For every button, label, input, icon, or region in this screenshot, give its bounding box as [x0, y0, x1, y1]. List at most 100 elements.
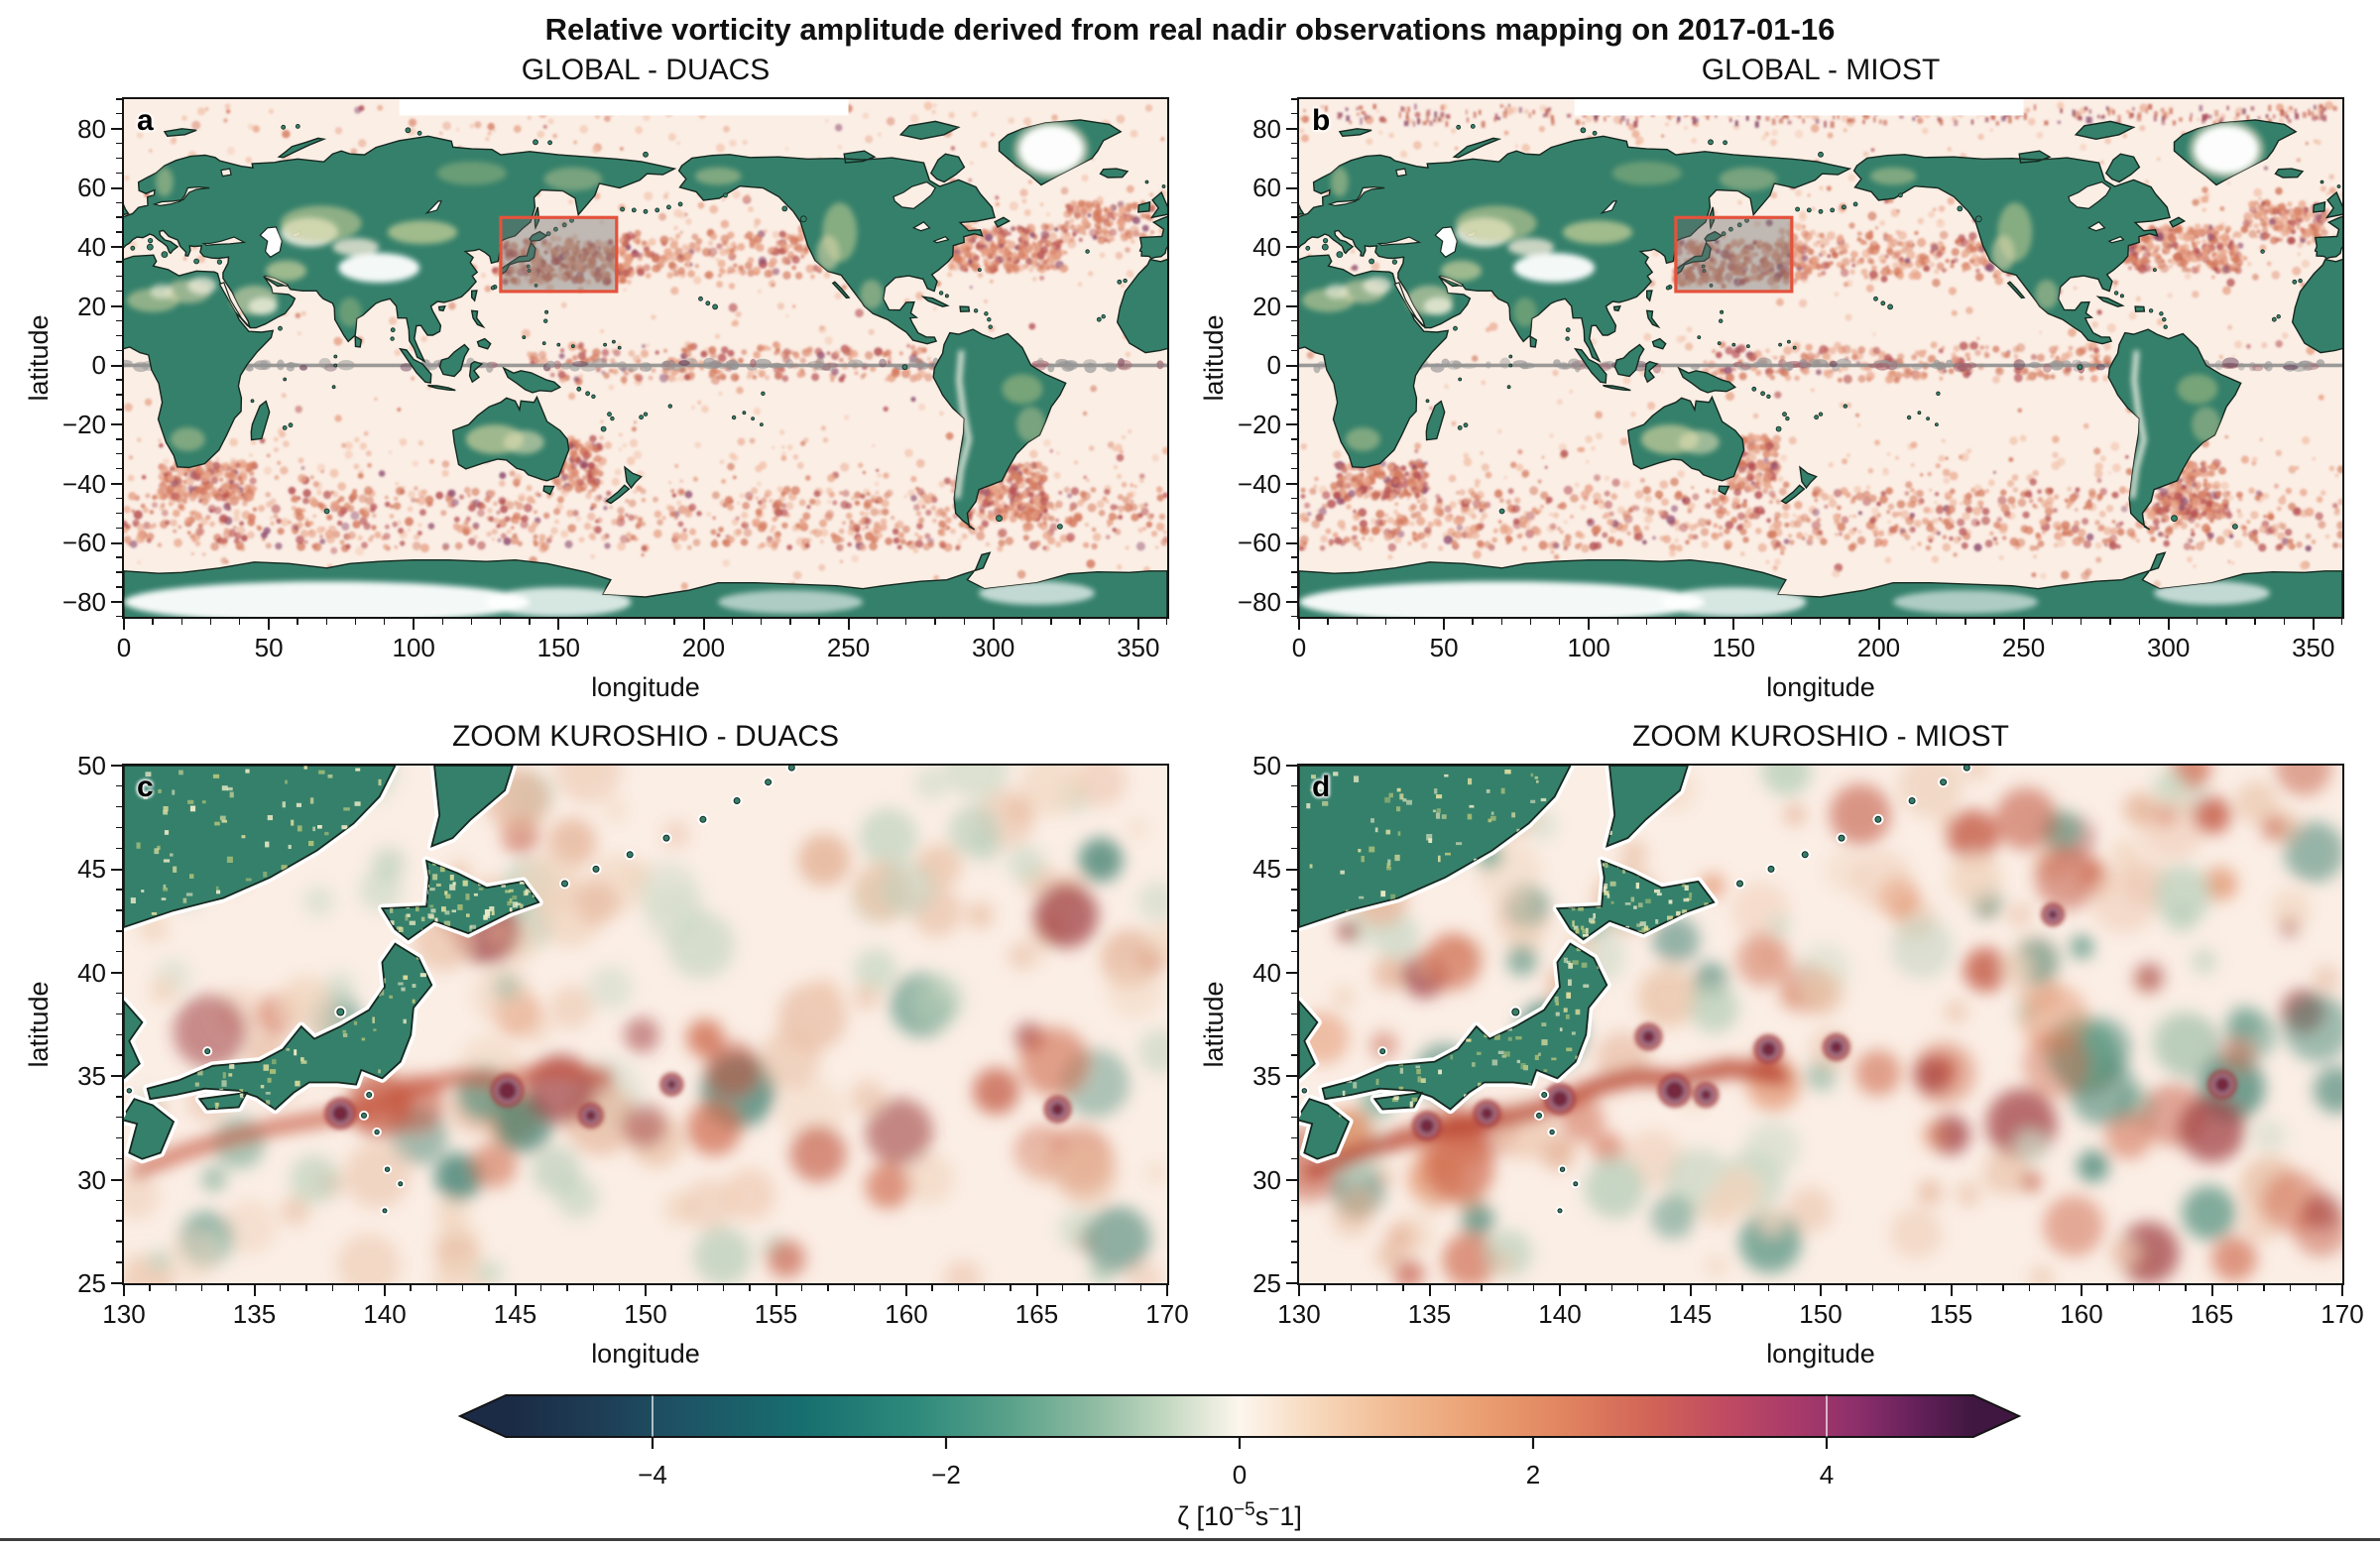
ylabel-b: latitude	[1199, 314, 1229, 402]
y-tick-label: 25	[1252, 1268, 1281, 1298]
colorbar-tick-label: 0	[1232, 1460, 1248, 1489]
y-tick-label: 45	[1252, 854, 1281, 885]
x-tick	[2028, 1285, 2030, 1291]
y-tick-label: 50	[1252, 751, 1281, 780]
x-tick-label: 0	[116, 633, 132, 662]
x-tick-label: 150	[1712, 633, 1756, 662]
ylabel-d: latitude	[1199, 981, 1229, 1068]
zeta-symbol: ζ	[1177, 1501, 1190, 1531]
x-tick	[731, 619, 734, 625]
x-tick-label: 135	[232, 1299, 277, 1329]
x-tick	[2132, 1285, 2135, 1291]
y-tick	[116, 467, 122, 470]
y-tick	[1291, 1241, 1297, 1243]
x-tick	[1166, 619, 1168, 625]
y-tick	[1286, 1075, 1297, 1078]
x-tick-label: 130	[102, 1299, 146, 1329]
x-tick	[2254, 619, 2256, 625]
y-tick-label: 40	[77, 232, 106, 263]
y-tick	[1291, 276, 1297, 278]
y-tick	[1286, 482, 1297, 485]
y-tick	[1291, 438, 1297, 440]
y-tick	[111, 423, 122, 426]
y-tick	[1286, 246, 1297, 249]
y-tick	[116, 290, 122, 293]
x-tick	[305, 1285, 307, 1291]
y-tick	[1291, 586, 1297, 588]
panel-title-b: GLOBAL - MIOST	[1701, 54, 1941, 86]
y-tick	[116, 113, 122, 115]
x-tick	[2159, 1285, 2161, 1291]
y-tick	[116, 1261, 122, 1263]
y-tick	[1291, 805, 1297, 808]
y-tick-label: −20	[1237, 410, 1281, 440]
y-tick	[1291, 784, 1297, 787]
y-tick	[116, 349, 122, 352]
x-tick	[1964, 619, 1966, 625]
ylabel-a: latitude	[24, 314, 54, 402]
x-tick	[2236, 1285, 2239, 1291]
x-tick	[1350, 1285, 1353, 1291]
x-tick-label: 350	[1117, 633, 1160, 662]
x-tick	[800, 1285, 803, 1291]
y-tick	[1291, 394, 1297, 396]
y-tick	[1291, 1096, 1297, 1098]
x-tick	[1663, 1285, 1665, 1291]
x-tick	[749, 1285, 751, 1291]
map-b	[1299, 99, 2342, 617]
x-tick	[1139, 1285, 1142, 1291]
y-tick	[1291, 98, 1297, 100]
x-tick	[2196, 619, 2199, 625]
x-tick	[1114, 1285, 1116, 1291]
x-tick	[279, 1285, 282, 1291]
x-tick	[557, 619, 560, 630]
y-tick	[116, 1013, 122, 1015]
y-tick	[111, 1075, 122, 1078]
x-tick	[514, 1285, 517, 1296]
y-tick	[1291, 1117, 1297, 1119]
y-tick	[1291, 909, 1297, 911]
y-tick-label: 30	[1252, 1164, 1281, 1195]
y-tick	[111, 868, 122, 871]
x-tick	[1616, 619, 1618, 625]
x-tick	[1298, 619, 1301, 630]
y-tick	[116, 826, 122, 829]
x-tick-label: 100	[1567, 633, 1610, 662]
x-tick	[1061, 1285, 1064, 1291]
x-tick-label: 200	[681, 633, 726, 662]
x-tick	[673, 619, 675, 625]
panel-letter-d: d	[1312, 771, 1331, 803]
x-tick	[1704, 619, 1706, 625]
y-tick-label: −60	[1237, 528, 1281, 558]
x-tick	[1645, 619, 1648, 625]
y-tick	[111, 304, 122, 307]
y-tick	[1291, 113, 1297, 115]
x-tick-label: 150	[1799, 1299, 1843, 1329]
y-tick	[1291, 142, 1297, 145]
x-tick	[957, 1285, 960, 1291]
y-tick	[116, 1054, 122, 1056]
x-tick	[853, 1285, 855, 1291]
x-tick	[1906, 619, 1909, 625]
y-tick	[1291, 826, 1297, 829]
x-tick	[984, 1285, 986, 1291]
y-tick	[1291, 951, 1297, 953]
xlabel-d: longitude	[1766, 1339, 1875, 1369]
y-tick	[1291, 1136, 1297, 1139]
x-tick	[354, 619, 357, 625]
panel-letter-b: b	[1312, 104, 1331, 137]
x-tick-label: 0	[1291, 633, 1307, 662]
x-tick	[1356, 619, 1358, 625]
x-tick	[2081, 619, 2082, 625]
x-tick	[905, 1285, 908, 1296]
y-tick	[116, 556, 122, 558]
y-tick-label: 50	[77, 751, 106, 780]
x-tick-label: 160	[2060, 1299, 2103, 1329]
x-tick	[1924, 1285, 1926, 1291]
x-tick-label: 250	[826, 633, 871, 662]
y-tick	[1291, 319, 1297, 322]
x-tick	[470, 619, 473, 625]
x-tick	[1136, 619, 1139, 630]
y-tick	[111, 601, 122, 604]
x-tick	[462, 1285, 464, 1291]
